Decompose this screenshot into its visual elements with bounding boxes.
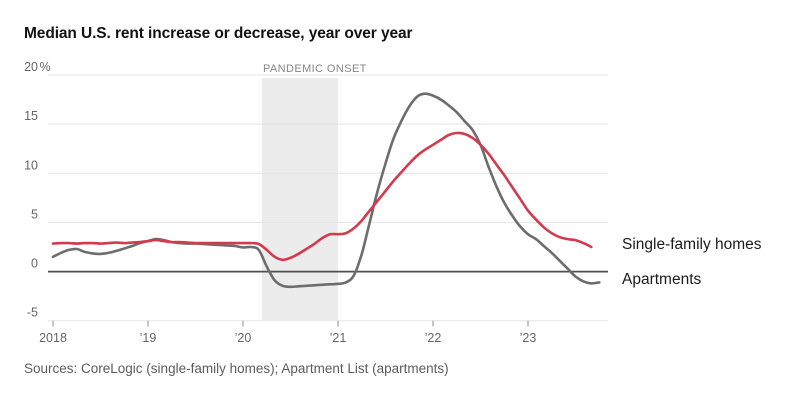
legend-single-family-homes: Single-family homes <box>622 236 762 253</box>
chart-title: Median U.S. rent increase or decrease, y… <box>24 25 413 42</box>
y-tick-label: -5 <box>27 306 38 320</box>
y-tick-label: 5 <box>31 207 38 221</box>
x-tick-label: ’20 <box>235 331 252 345</box>
y-tick-label: 15 <box>24 109 38 123</box>
pandemic-onset-label: PANDEMIC ONSET <box>263 63 367 75</box>
legend-apartments: Apartments <box>622 271 702 288</box>
y-tick-label: 20 <box>24 60 38 74</box>
x-tick-label: ’22 <box>425 331 442 345</box>
y-tick-label: 10 <box>24 158 38 172</box>
source-attribution: Sources: CoreLogic (single-family homes)… <box>24 361 449 376</box>
y-tick-label: 0 <box>31 257 38 271</box>
series-line-single-family-homes <box>51 131 593 262</box>
x-tick-label: ’21 <box>330 331 347 345</box>
x-tick-label: ’19 <box>140 331 157 345</box>
y-unit-label: % <box>40 60 51 74</box>
x-tick-label: ’23 <box>520 331 537 345</box>
x-tick-label: 2018 <box>39 331 67 345</box>
